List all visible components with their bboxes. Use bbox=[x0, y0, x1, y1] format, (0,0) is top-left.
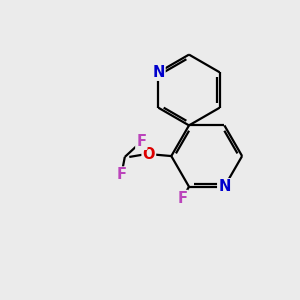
Text: N: N bbox=[152, 65, 164, 80]
Text: F: F bbox=[177, 191, 187, 206]
Text: N: N bbox=[218, 179, 231, 194]
Text: O: O bbox=[142, 147, 155, 162]
Text: F: F bbox=[136, 134, 146, 149]
Text: F: F bbox=[117, 167, 127, 182]
